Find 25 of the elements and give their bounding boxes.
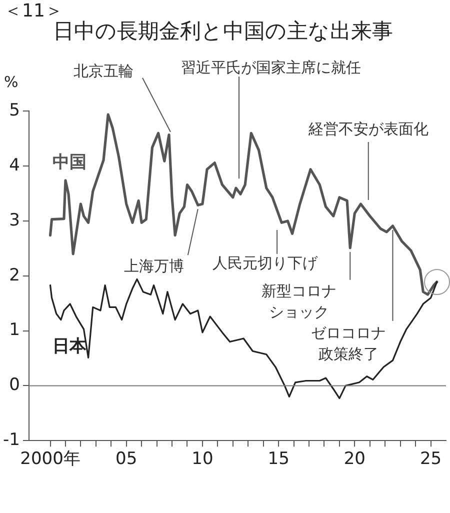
annotation: 北京五輪: [74, 62, 134, 80]
x-tick-label: 25: [420, 449, 442, 470]
annotation: 習近平氏が国家主席に就任: [180, 58, 361, 76]
annotation: 上海万博: [124, 256, 184, 275]
series-label: 中国: [52, 152, 86, 173]
y-tick-label: 5: [9, 100, 20, 121]
annotation: 経営不安が表面化: [307, 120, 428, 138]
y-tick-label: 1: [9, 320, 20, 340]
series-label: 日本: [52, 336, 88, 357]
y-tick-label: -1: [2, 430, 20, 450]
y-tick-label: 0: [9, 375, 20, 396]
y-tick-label: 3: [9, 210, 20, 230]
annotation: 人民元切り下げ: [212, 254, 319, 272]
annotation: ゼロコロナ政策終了: [311, 324, 386, 363]
x-tick-label: 05: [116, 449, 138, 470]
y-axis-title: %: [4, 73, 18, 92]
x-tick-label: 10: [192, 449, 214, 470]
x-tick-label: 20: [344, 449, 366, 470]
x-tick-label: 2000年: [20, 449, 80, 470]
y-tick-label: 4: [9, 156, 20, 176]
x-tick-label: 15: [268, 449, 290, 470]
text: ＜11＞: [4, 0, 63, 22]
y-tick-label: 2: [9, 265, 20, 286]
chart-title: 日中の長期金利と中国の主な出来事: [53, 19, 393, 44]
annotation: 新型コロナショック: [262, 282, 337, 321]
